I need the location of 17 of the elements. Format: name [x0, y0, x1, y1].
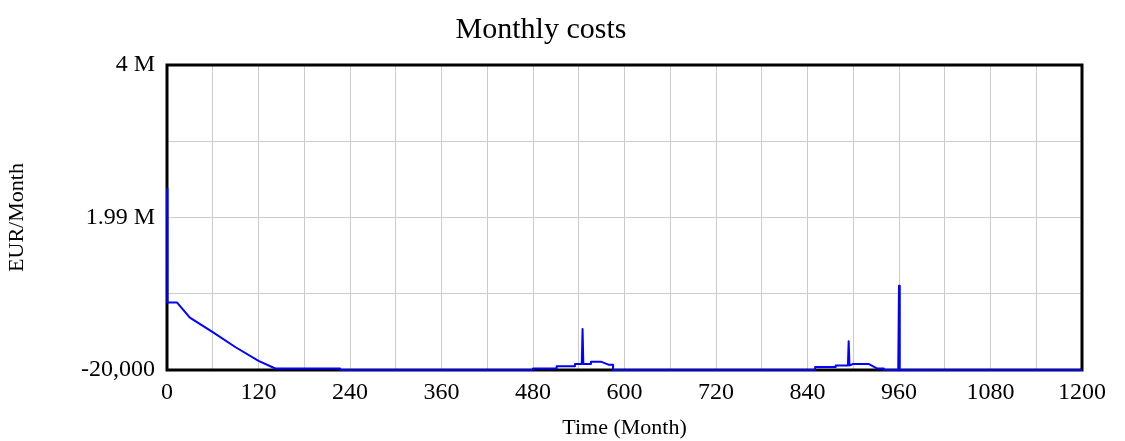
x-tick-label: 840	[789, 377, 826, 404]
x-tick-label: 960	[881, 377, 917, 404]
x-tick-label: 360	[423, 377, 460, 404]
x-axis-title: Time (Month)	[562, 413, 687, 439]
x-tick-label: 1080	[966, 377, 1015, 404]
x-tick-label: 1200	[1058, 377, 1106, 404]
x-tick-label: 240	[332, 377, 368, 404]
chart-title: Monthly costs	[455, 10, 627, 44]
x-tick-label: 120	[240, 377, 277, 404]
y-tick-label: -20,000	[81, 355, 155, 382]
y-tick-label: 1.99 M	[85, 202, 155, 229]
x-tick-label: 720	[698, 377, 734, 404]
x-tick-label: 600	[606, 377, 643, 404]
x-tick-label: 480	[515, 377, 551, 404]
x-tick-label: 0	[161, 377, 173, 404]
y-tick-label: 4 M	[115, 50, 155, 77]
y-axis-title: EUR/Month	[2, 163, 28, 272]
